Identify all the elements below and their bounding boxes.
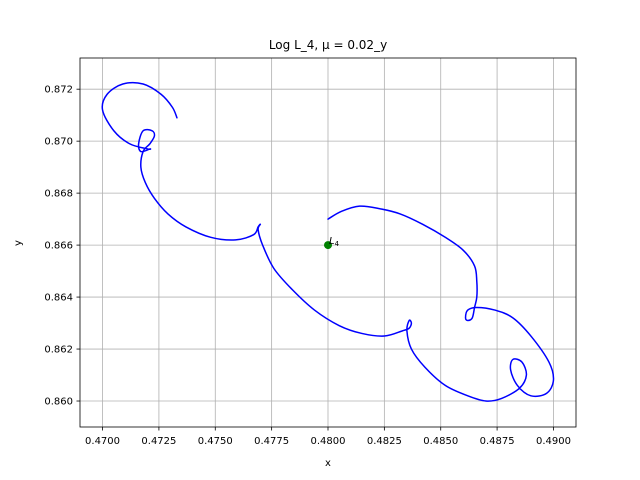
y-tick-label: 0.860: [44, 397, 73, 408]
y-tick-label: 0.864: [44, 293, 73, 304]
x-tick-label: 0.4875: [480, 436, 515, 447]
x-tick-label: 0.4725: [141, 436, 176, 447]
x-tick-label: 0.4775: [254, 436, 289, 447]
x-tick-label: 0.4850: [423, 436, 458, 447]
x-axis-label: x: [325, 458, 331, 469]
grid: [80, 58, 576, 427]
x-axis: 0.4700 0.4725 0.4750 0.4775 0.4800 0.4825 0.48…: [85, 427, 571, 447]
x-tick-label: 0.4750: [198, 436, 233, 447]
chart-title: Log L_4, μ = 0.02_y: [269, 38, 387, 52]
x-tick-label: 0.4800: [311, 436, 346, 447]
x-tick-label: 0.4900: [536, 436, 571, 447]
y-tick-label: 0.870: [44, 137, 73, 148]
points-layer: L4: [324, 236, 340, 250]
y-tick-label: 0.868: [44, 189, 73, 200]
l4-point-label: L4: [329, 236, 340, 248]
x-tick-label: 0.4825: [367, 436, 402, 447]
y-axis-label: y: [13, 240, 24, 246]
y-tick-label: 0.872: [44, 85, 73, 96]
x-tick-label: 0.4700: [85, 436, 120, 447]
y-tick-label: 0.862: [44, 345, 73, 356]
series-layer: [101, 81, 555, 402]
y-tick-label: 0.866: [44, 241, 73, 252]
trajectory-line: [101, 81, 555, 402]
y-axis: 0.860 0.862 0.864 0.866 0.868 0.870 0.872: [44, 85, 80, 408]
l4-point-marker: [324, 241, 332, 250]
